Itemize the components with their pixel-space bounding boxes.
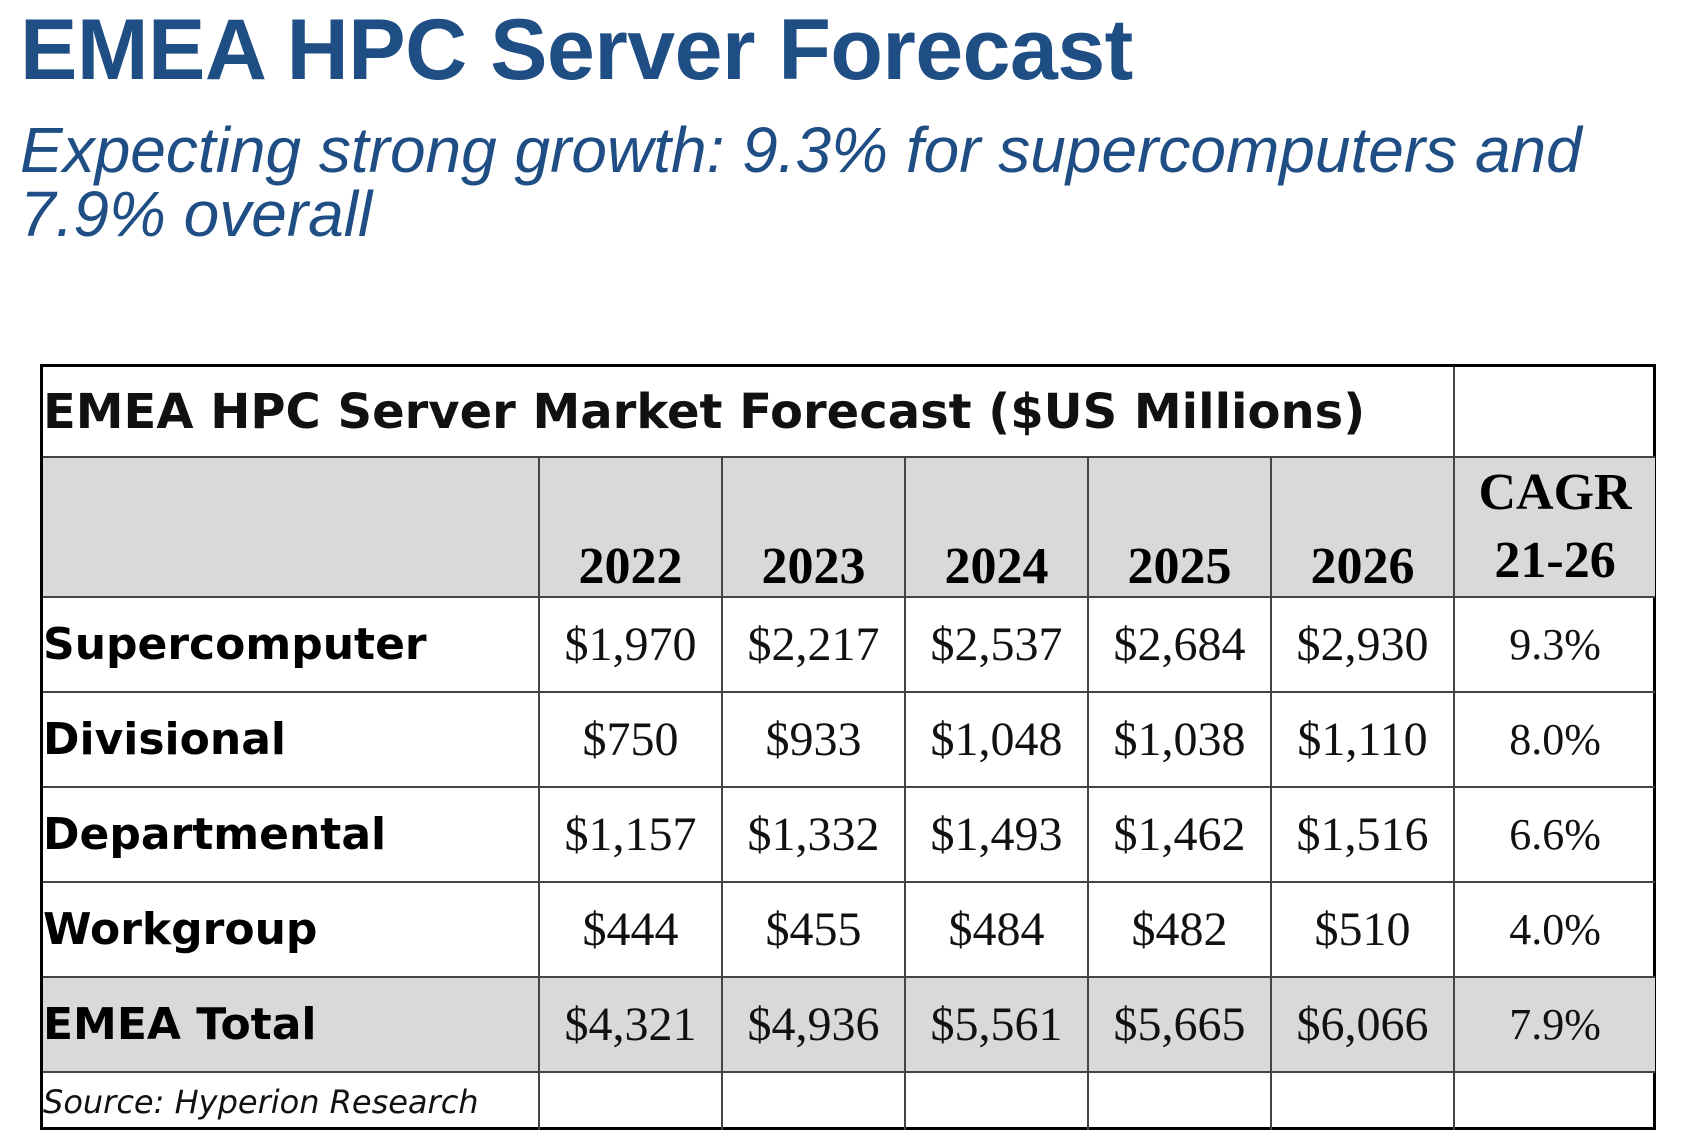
header-year-2026: 2026 bbox=[1269, 456, 1456, 598]
source-blank-cell bbox=[1087, 1071, 1272, 1130]
row-label: Supercomputer bbox=[43, 596, 540, 693]
cell-cagr: 6.6% bbox=[1453, 786, 1656, 883]
row-label: Divisional bbox=[43, 691, 540, 788]
cell-cagr: 4.0% bbox=[1453, 881, 1656, 978]
table-header-row: 2022 2023 2024 2025 2026 CAGR 21-26 bbox=[43, 456, 1656, 598]
cell-value: $1,332 bbox=[721, 786, 906, 883]
cell-value: $482 bbox=[1087, 881, 1272, 978]
cell-value: $1,462 bbox=[1087, 786, 1272, 883]
table-title: EMEA HPC Server Market Forecast ($US Mil… bbox=[43, 367, 1456, 458]
header-year-2024: 2024 bbox=[904, 456, 1089, 598]
cell-value: $2,217 bbox=[721, 596, 906, 693]
slide-subtitle: Expecting strong growth: 9.3% for superc… bbox=[20, 114, 1582, 250]
table-row-emea-total: EMEA Total $4,321 $4,936 $5,561 $5,665 $… bbox=[43, 976, 1656, 1073]
header-cagr: CAGR 21-26 bbox=[1453, 456, 1656, 598]
row-label: EMEA Total bbox=[43, 976, 540, 1073]
cell-value: $1,048 bbox=[904, 691, 1089, 788]
cell-cagr: 7.9% bbox=[1453, 976, 1656, 1073]
slide-title: EMEA HPC Server Forecast bbox=[20, 2, 1133, 98]
forecast-table: EMEA HPC Server Market Forecast ($US Mil… bbox=[43, 367, 1656, 1130]
cell-value: $6,066 bbox=[1269, 976, 1456, 1073]
table-source-row: Source: Hyperion Research bbox=[43, 1071, 1656, 1130]
table-row-departmental: Departmental $1,157 $1,332 $1,493 $1,462… bbox=[43, 786, 1656, 883]
cell-value: $484 bbox=[904, 881, 1089, 978]
table-row-divisional: Divisional $750 $933 $1,048 $1,038 $1,11… bbox=[43, 691, 1656, 788]
cell-value: $1,157 bbox=[538, 786, 723, 883]
source-blank-cell bbox=[1269, 1071, 1456, 1130]
source-blank-cell bbox=[721, 1071, 906, 1130]
table-row-supercomputer: Supercomputer $1,970 $2,217 $2,537 $2,68… bbox=[43, 596, 1656, 693]
cell-value: $1,516 bbox=[1269, 786, 1456, 883]
cell-value: $2,537 bbox=[904, 596, 1089, 693]
header-corner-cell bbox=[43, 456, 540, 598]
table-title-blank-cell bbox=[1453, 367, 1656, 458]
table-row-workgroup: Workgroup $444 $455 $484 $482 $510 4.0% bbox=[43, 881, 1656, 978]
cell-value: $4,936 bbox=[721, 976, 906, 1073]
source-blank-cell bbox=[1453, 1071, 1656, 1130]
cell-value: $2,930 bbox=[1269, 596, 1456, 693]
table-title-row: EMEA HPC Server Market Forecast ($US Mil… bbox=[43, 367, 1656, 458]
cell-value: $1,110 bbox=[1269, 691, 1456, 788]
cell-value: $1,493 bbox=[904, 786, 1089, 883]
header-year-2022: 2022 bbox=[538, 456, 723, 598]
row-label: Workgroup bbox=[43, 881, 540, 978]
forecast-table-frame: EMEA HPC Server Market Forecast ($US Mil… bbox=[40, 364, 1656, 1130]
header-year-2025: 2025 bbox=[1087, 456, 1272, 598]
source-blank-cell bbox=[904, 1071, 1089, 1130]
cell-value: $1,970 bbox=[538, 596, 723, 693]
cell-value: $5,665 bbox=[1087, 976, 1272, 1073]
header-cagr-line-1: CAGR bbox=[1478, 464, 1632, 521]
cell-value: $933 bbox=[721, 691, 906, 788]
cell-value: $510 bbox=[1269, 881, 1456, 978]
forecast-table-body: EMEA HPC Server Market Forecast ($US Mil… bbox=[43, 367, 1656, 1130]
source-blank-cell bbox=[538, 1071, 723, 1130]
cell-value: $1,038 bbox=[1087, 691, 1272, 788]
cell-value: $2,684 bbox=[1087, 596, 1272, 693]
cell-value: $5,561 bbox=[904, 976, 1089, 1073]
header-year-2023: 2023 bbox=[721, 456, 906, 598]
cell-value: $4,321 bbox=[538, 976, 723, 1073]
cell-value: $455 bbox=[721, 881, 906, 978]
cell-cagr: 8.0% bbox=[1453, 691, 1656, 788]
header-cagr-line-2: 21-26 bbox=[1494, 532, 1616, 589]
source-note: Source: Hyperion Research bbox=[43, 1071, 540, 1130]
cell-value: $444 bbox=[538, 881, 723, 978]
row-label: Departmental bbox=[43, 786, 540, 883]
cell-cagr: 9.3% bbox=[1453, 596, 1656, 693]
cell-value: $750 bbox=[538, 691, 723, 788]
